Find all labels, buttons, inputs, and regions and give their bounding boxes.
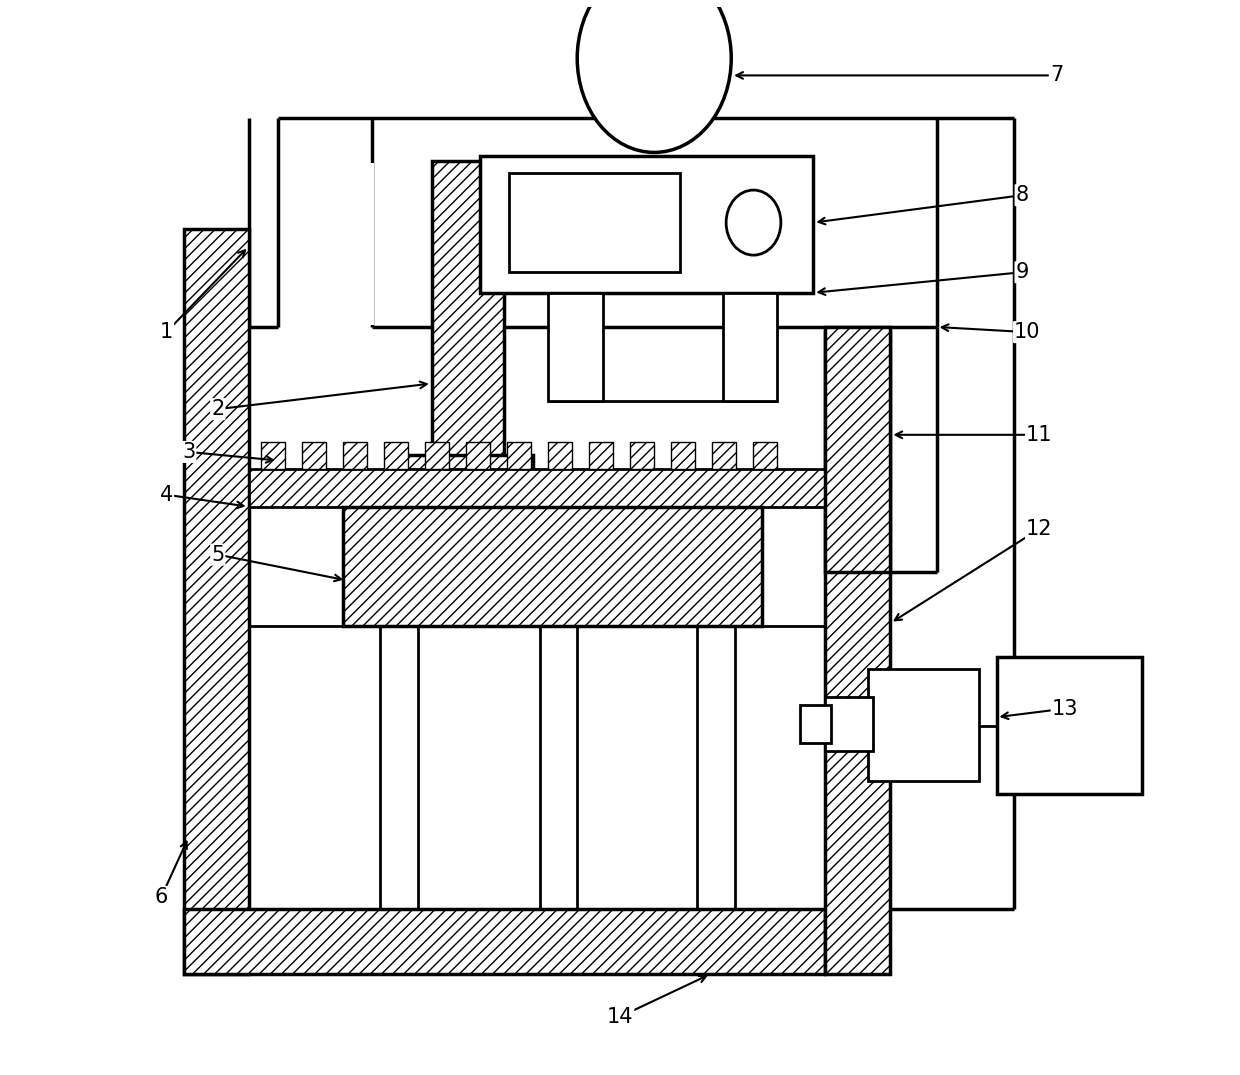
Bar (508, 173, 680, 272)
Text: 13: 13 (1052, 699, 1079, 719)
Bar (826, 327, 890, 572)
Text: 9: 9 (1016, 262, 1029, 283)
Text: 11: 11 (1025, 425, 1053, 445)
Bar (384, 442, 408, 469)
Bar (403, 456, 533, 489)
Bar (539, 627, 577, 908)
Bar (997, 657, 1142, 794)
Bar (800, 705, 831, 743)
Text: 1: 1 (160, 322, 174, 342)
Bar (754, 442, 777, 469)
Bar (507, 442, 531, 469)
Bar (723, 292, 777, 401)
Text: 7: 7 (1050, 66, 1063, 85)
Bar (248, 327, 826, 908)
Text: 10: 10 (1014, 322, 1040, 342)
Bar (184, 229, 248, 974)
Bar (342, 506, 763, 627)
Bar (548, 292, 603, 401)
Bar (301, 442, 326, 469)
Bar (697, 627, 734, 908)
Bar (248, 469, 826, 506)
Bar (826, 697, 873, 751)
Text: 2: 2 (211, 399, 224, 419)
Bar (342, 442, 367, 469)
Bar (370, 162, 373, 326)
Bar (381, 627, 418, 908)
Bar (425, 442, 449, 469)
Ellipse shape (727, 190, 781, 255)
Text: 14: 14 (606, 1006, 634, 1027)
Ellipse shape (577, 0, 732, 153)
Text: 3: 3 (182, 442, 196, 462)
Bar (826, 332, 890, 974)
Bar (480, 156, 813, 292)
Bar (184, 908, 826, 974)
Bar (868, 670, 980, 780)
Text: 6: 6 (155, 887, 167, 907)
Text: 12: 12 (1025, 519, 1053, 539)
Text: 4: 4 (160, 485, 174, 505)
Bar (713, 442, 737, 469)
Text: 5: 5 (211, 545, 224, 564)
Bar (466, 442, 490, 469)
Text: 8: 8 (1016, 185, 1029, 205)
Bar (260, 442, 284, 469)
Bar (630, 442, 655, 469)
Bar (589, 442, 613, 469)
Bar (671, 442, 696, 469)
Bar (548, 442, 572, 469)
Bar (432, 161, 503, 460)
